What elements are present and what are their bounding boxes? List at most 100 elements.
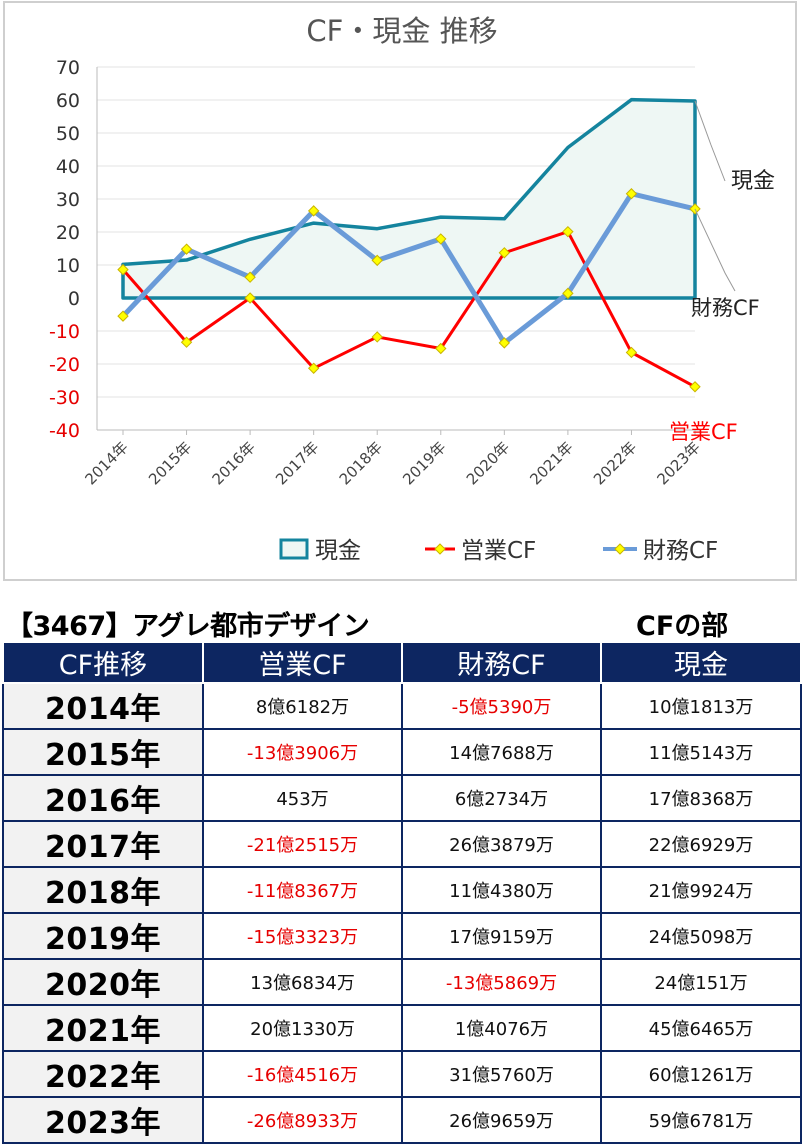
year-cell: 2023年 xyxy=(2,1096,204,1144)
operating-cf-cell: -26億8933万 xyxy=(202,1096,403,1144)
y-tick-label: 0 xyxy=(68,288,80,310)
year-cell: 2022年 xyxy=(2,1050,204,1098)
table-row: 2020年 13億6834万 -13億5869万 24億151万 xyxy=(2,958,802,1006)
year-cell: 2019年 xyxy=(2,912,204,960)
y-tick-label: 40 xyxy=(56,156,80,178)
y-tick-label: -30 xyxy=(49,387,80,409)
financing-cf-point xyxy=(180,243,193,255)
year-cell: 2018年 xyxy=(2,866,204,914)
x-tick-label: 2014年 xyxy=(81,438,131,488)
y-tick-label: -40 xyxy=(49,420,80,442)
financing-cf-point xyxy=(435,233,447,245)
company-title: 【3467】アグレ都市デザイン xyxy=(6,611,370,642)
cash-cell: 10億1813万 xyxy=(600,682,802,730)
financing-cf-point xyxy=(562,287,574,300)
financing-cf-line xyxy=(121,191,696,346)
operating-cf-point xyxy=(562,225,574,238)
financing-leader-line xyxy=(694,208,736,292)
operating-cf-point xyxy=(435,342,447,355)
financing-cf-cell: 14億7688万 xyxy=(401,728,602,776)
operating-cf-cell: -13億3906万 xyxy=(202,728,403,776)
operating-cf-point xyxy=(180,336,193,348)
operating-cf-line xyxy=(121,230,696,389)
legend-label-financing-cf: 財務CF xyxy=(643,538,718,564)
operating-cf-cell: -15億3323万 xyxy=(202,912,403,960)
financing-cf-point xyxy=(117,310,129,322)
operating-cf-point xyxy=(625,346,638,359)
operating-cf-point xyxy=(117,263,129,276)
cash-cell: 45億6465万 xyxy=(600,1004,802,1052)
financing-cf-point xyxy=(244,271,256,283)
financing-cf-point xyxy=(307,205,320,217)
legend-label-operating-cf: 営業CF xyxy=(461,538,536,564)
table-header-row: CF推移 営業CF 財務CF 現金 xyxy=(2,641,802,684)
legend-marker-operating-cf xyxy=(434,543,446,555)
column-header-operating-cf: 営業CF xyxy=(202,641,403,684)
x-tick-label: 2020年 xyxy=(463,438,513,488)
financing-cf-point xyxy=(498,337,511,349)
y-tick-label: -10 xyxy=(49,321,80,343)
cash-cell: 24億151万 xyxy=(600,958,802,1006)
operating-cf-point xyxy=(244,292,256,304)
x-tick-label: 2017年 xyxy=(272,438,322,488)
table-row: 2014年 8億6182万 -5億5390万 10億1813万 xyxy=(2,682,802,730)
operating-cf-cell: 13億6834万 xyxy=(202,958,403,1006)
operating-cf-cell: -16億4516万 xyxy=(202,1050,403,1098)
financing-cf-cell: 26億3879万 xyxy=(401,820,602,868)
operating-cf-cell: 8億6182万 xyxy=(202,682,403,730)
year-cell: 2015年 xyxy=(2,728,204,776)
operating-cf-cell: 20億1330万 xyxy=(202,1004,403,1052)
operating-cf-cell: 453万 xyxy=(202,774,403,822)
info-row: 【3467】アグレ都市デザイン CFの部 xyxy=(0,600,802,642)
x-tick-label: 2015年 xyxy=(145,438,195,488)
operating-cf-cell: -21億2515万 xyxy=(202,820,403,868)
table-row: 2021年 20億1330万 1億4076万 45億6465万 xyxy=(2,1004,802,1052)
financing-cf-cell: 11億4380万 xyxy=(401,866,602,914)
table-row: 2016年 453万 6億2734万 17億8368万 xyxy=(2,774,802,822)
operating-cf-point xyxy=(307,362,320,374)
x-tick-label: 2016年 xyxy=(209,438,259,488)
year-cell: 2020年 xyxy=(2,958,204,1006)
financing-cf-point xyxy=(625,188,638,200)
operating-cf-point xyxy=(371,331,383,343)
operating-annotation: 営業CF xyxy=(669,420,738,444)
financing-cf-cell: 26億9659万 xyxy=(401,1096,602,1144)
x-tick-label: 2022年 xyxy=(590,438,640,488)
y-tick-label: 20 xyxy=(56,222,80,244)
financing-cf-cell: 31億5760万 xyxy=(401,1050,602,1098)
cash-cell: 22億6929万 xyxy=(600,820,802,868)
table-row: 2022年 -16億4516万 31億5760万 60億1261万 xyxy=(2,1050,802,1098)
x-tick-label: 2023年 xyxy=(653,438,703,488)
cash-leader-line xyxy=(694,100,726,182)
section-label: CFの部 xyxy=(636,611,729,642)
x-tick-label: 2021年 xyxy=(526,438,576,488)
y-tick-label: 70 xyxy=(56,57,80,79)
y-tick-label: -20 xyxy=(49,354,80,376)
cash-cell: 60億1261万 xyxy=(600,1050,802,1098)
y-tick-label: 30 xyxy=(56,189,80,211)
cash-cell: 11億5143万 xyxy=(600,728,802,776)
cash-cell: 59億6781万 xyxy=(600,1096,802,1144)
legend-label-cash: 現金 xyxy=(315,538,361,564)
table-body: 2014年 8億6182万 -5億5390万 10億1813万 2015年 -13億390… xyxy=(2,682,802,1144)
operating-cf-cell: -11億8367万 xyxy=(202,866,403,914)
column-header-financing-cf: 財務CF xyxy=(401,641,602,684)
financing-cf-cell: -5億5390万 xyxy=(401,682,602,730)
cf-chart: CF・現金 推移 70 60 50 40 30 20 10 0 -10 -20 -30 -402014年… xyxy=(49,14,775,564)
cash-cell: 17億8368万 xyxy=(600,774,802,822)
operating-cf-point xyxy=(689,381,701,393)
year-cell: 2014年 xyxy=(2,682,204,730)
legend-swatch-cash xyxy=(279,538,309,560)
financing-cf-cell: 6億2734万 xyxy=(401,774,602,822)
financing-cf-cell: 17億9159万 xyxy=(401,912,602,960)
table-row: 2017年 -21億2515万 26億3879万 22億6929万 xyxy=(2,820,802,868)
cash-cell: 24億5098万 xyxy=(600,912,802,960)
financing-cf-point xyxy=(371,254,383,267)
x-tick-label: 2018年 xyxy=(336,438,386,488)
y-tick-label: 50 xyxy=(56,123,80,145)
y-tick-label: 60 xyxy=(56,90,80,112)
column-header-year: CF推移 xyxy=(2,641,204,684)
table-row: 2018年 -11億8367万 11億4380万 21億9924万 xyxy=(2,866,802,914)
cf-table: CF推移 営業CF 財務CF 現金 2014年 8億6182万 -5億5390万 10… xyxy=(2,641,802,1144)
financing-annotation: 財務CF xyxy=(691,296,760,320)
